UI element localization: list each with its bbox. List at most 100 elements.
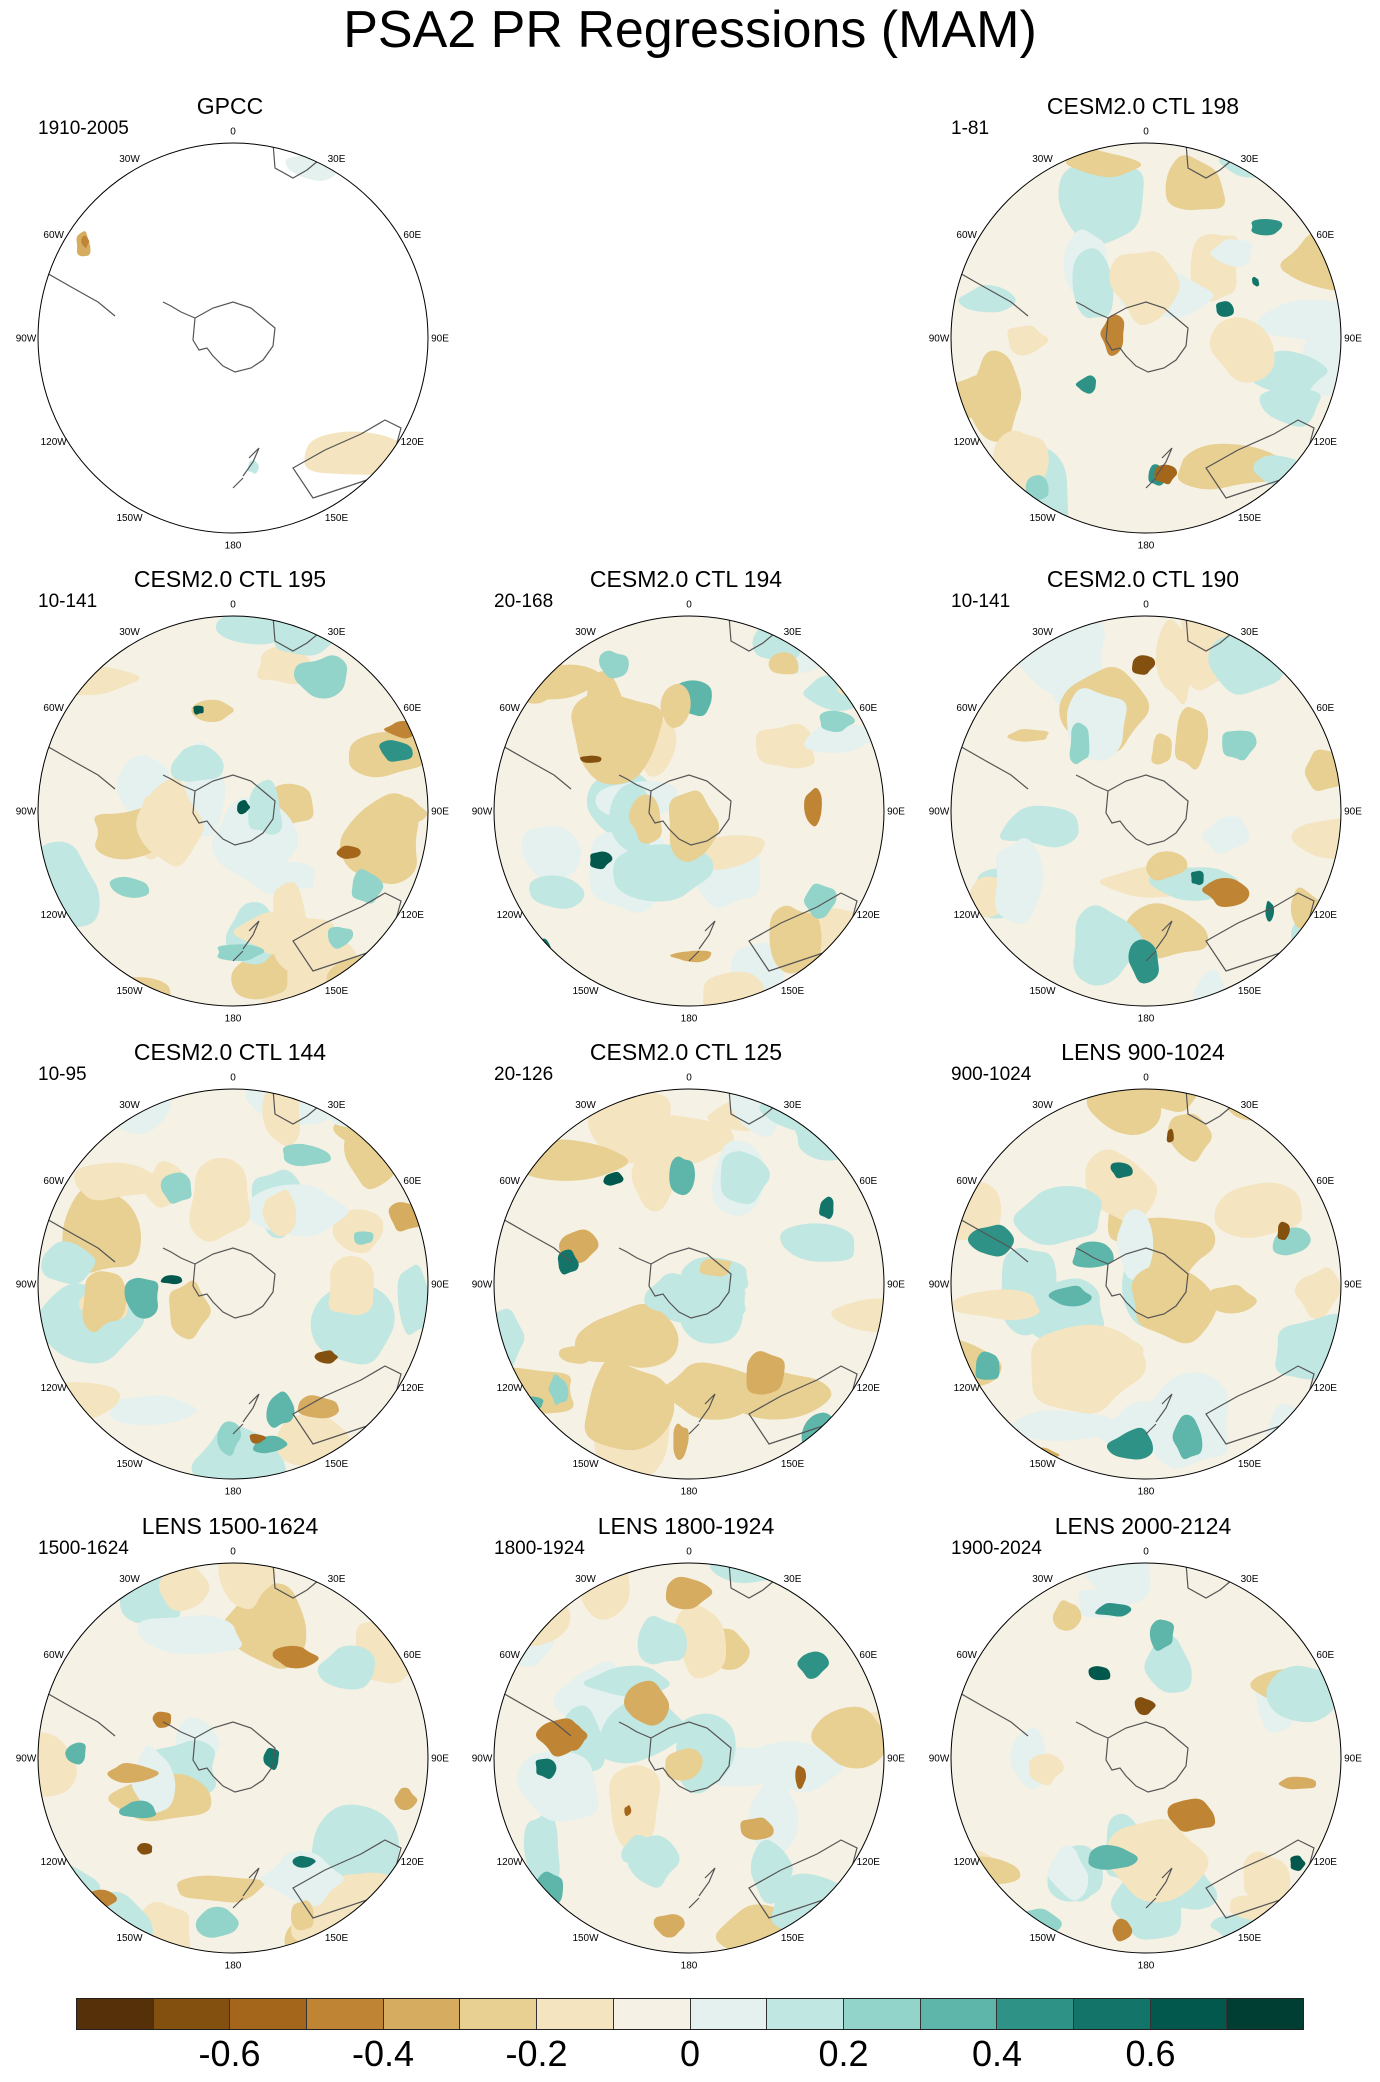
polar-map: 0 30E 60E 90E 120E 150E 180 150W 120W 90W 60W 30W [472, 1073, 906, 1498]
contour-blob [1065, 148, 1142, 178]
map-boundary [950, 615, 1342, 1007]
longitude-label: 90W [929, 334, 950, 345]
contour-blob [1083, 1563, 1151, 1606]
longitude-label: 90W [16, 807, 37, 818]
contour-blob [1167, 1798, 1216, 1832]
contour-blob [1275, 1313, 1341, 1383]
contour-blob [1149, 1619, 1174, 1651]
contour-blob [986, 163, 1023, 189]
contour-blob [590, 851, 613, 870]
contour-blob [1025, 475, 1049, 501]
contour-blob [1202, 877, 1250, 908]
contour-blob [699, 1258, 732, 1277]
colorbar-swatch [767, 1999, 844, 2029]
map-panel: 0 30E 60E 90E 120E 150E 180 150W 120W 90W 60W 30W LE… [913, 1512, 1373, 1982]
longitude-label: 180 [225, 541, 242, 552]
longitude-label: 180 [1138, 1961, 1155, 1972]
panel-title: CESM2.0 CTL 195 [133, 566, 327, 592]
contour-blob [1166, 1128, 1174, 1143]
contour-blob [1210, 1284, 1257, 1314]
longitude-label: 30W [1032, 154, 1053, 165]
longitude-label: 60E [403, 1176, 421, 1187]
contour-blob [109, 876, 150, 898]
contour-blob [603, 1171, 624, 1186]
longitude-label: 180 [1138, 541, 1155, 552]
longitude-label: 90W [472, 1280, 493, 1291]
contour-blob [384, 720, 415, 739]
colorbar-swatch [383, 1999, 461, 2029]
contour-blob [804, 721, 882, 753]
longitude-label: 30W [575, 1574, 596, 1585]
contour-blob [535, 1758, 557, 1779]
coastline [38, 143, 402, 499]
longitude-label: 60W [43, 230, 64, 241]
contour-blob [293, 655, 348, 699]
contour-blob [262, 1189, 297, 1237]
contour-blob [292, 1855, 316, 1868]
contour-blob [1131, 1264, 1217, 1344]
contour-blob [317, 1645, 376, 1690]
longitude-label: 30E [328, 1100, 346, 1111]
longitude-label: 150E [325, 513, 349, 524]
contour-blob [1073, 905, 1144, 986]
colorbar-swatch [230, 1999, 308, 2029]
contour-blob [1052, 1600, 1082, 1631]
longitude-label: 60W [956, 1176, 977, 1187]
longitude-label: 0 [1143, 1073, 1149, 1084]
contour-blob [1315, 1564, 1341, 1612]
contour-blob [38, 1732, 77, 1797]
contour-blob [1167, 1113, 1212, 1162]
colorbar-label: -0.6 [198, 2033, 261, 2074]
contour-blob [1028, 1753, 1064, 1786]
longitude-label: 60W [499, 1650, 520, 1661]
polar-map: 0 30E 60E 90E 120E 150E 180 150W 120W 90W 60W 30W [929, 600, 1363, 1025]
contour-blob [1146, 851, 1188, 881]
contour-blob [668, 790, 720, 862]
polar-map: 0 30E 60E 90E 120E 150E 180 150W 120W 90W 60W 30W [929, 1547, 1363, 1972]
longitude-label: 90W [16, 334, 37, 345]
panel-title: CESM2.0 CTL 144 [133, 1039, 327, 1065]
map-panel: 0 30E 60E 90E 120E 150E 180 150W 120W 90W 60W 30W CE… [456, 565, 916, 1035]
contour-blob [1047, 1845, 1089, 1901]
contour-blob [967, 156, 1010, 197]
polar-map: 0 30E 60E 90E 120E 150E 180 150W 120W 90W 60W 30W [16, 600, 450, 1025]
contour-blob [703, 971, 766, 1006]
contour-blob [995, 838, 1043, 924]
panel-years: 1800-1924 [494, 1538, 585, 1559]
panel-years: 1-81 [951, 118, 990, 139]
longitude-label: 90W [929, 1280, 950, 1291]
longitude-label: 60W [43, 1176, 64, 1187]
longitude-label: 150W [1029, 986, 1056, 997]
map-boundary [950, 1562, 1342, 1954]
contour-blob [819, 1196, 834, 1219]
colorbar-swatch [77, 1999, 154, 2029]
contour-blob [1265, 900, 1275, 922]
longitude-label: 150W [116, 1933, 143, 1944]
panel-years: 1500-1624 [38, 1538, 129, 1559]
panel-years: 900-1024 [951, 1064, 1032, 1085]
contour-blob [558, 1345, 596, 1364]
contour-blob [1011, 1410, 1117, 1441]
colorbar-swatch [1073, 1999, 1151, 2029]
contour-blob [137, 1615, 242, 1655]
longitude-label: 150E [781, 1459, 805, 1470]
longitude-label: 60W [956, 230, 977, 241]
longitude-label: 60E [1316, 703, 1334, 714]
contour-blob [967, 350, 1022, 442]
contour-blob [41, 1241, 96, 1285]
longitude-label: 0 [230, 600, 236, 611]
longitude-label: 30E [1241, 1100, 1259, 1111]
longitude-label: 90W [929, 807, 950, 818]
longitude-label: 90E [431, 807, 449, 818]
contour-blob [263, 1747, 280, 1770]
longitude-label: 90E [887, 807, 905, 818]
map-panel: 0 30E 60E 90E 120E 150E 180 150W 120W 90W 60W 30W LE… [913, 1038, 1373, 1508]
longitude-label: 30W [119, 627, 140, 638]
longitude-label: 30E [784, 627, 802, 638]
contour-blob [628, 794, 662, 844]
polar-map: 0 30E 60E 90E 120E 150E 180 150W 120W 90W 60W 30W [929, 1073, 1363, 1498]
longitude-label: 150E [1238, 1933, 1262, 1944]
longitude-label: 60E [859, 1176, 877, 1187]
contour-blob [131, 1745, 176, 1814]
contour-blob [803, 883, 837, 919]
